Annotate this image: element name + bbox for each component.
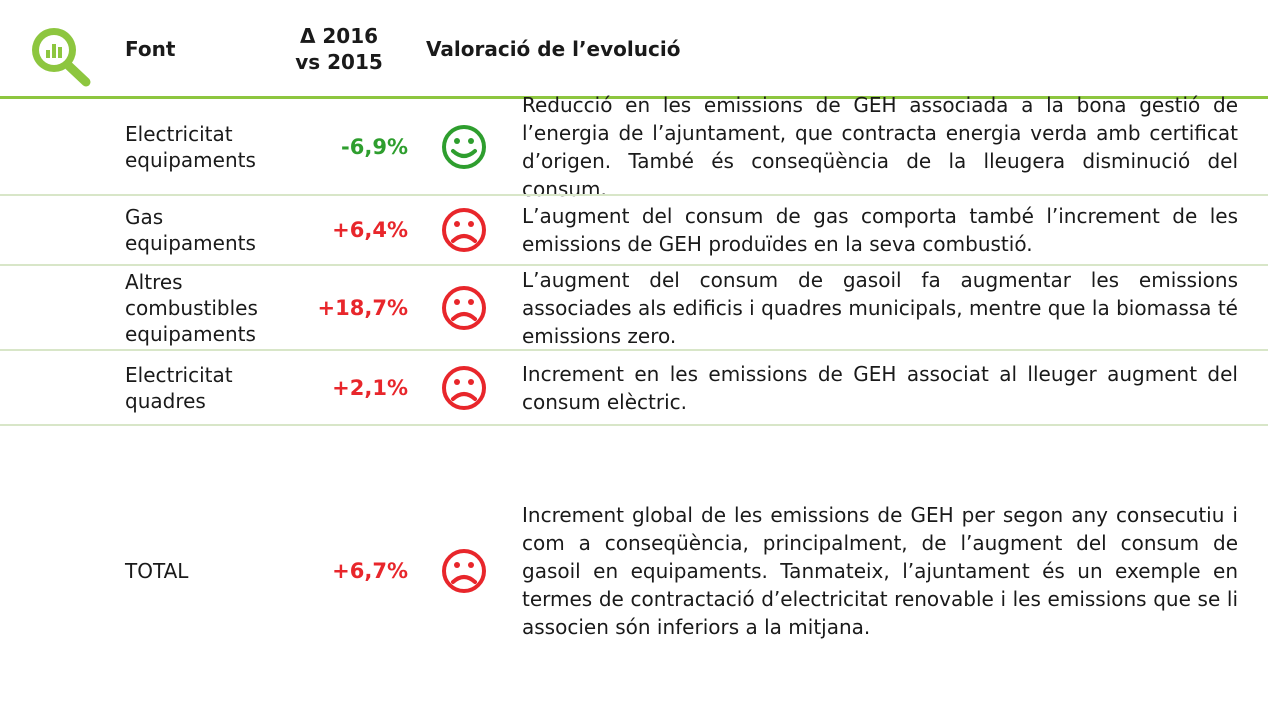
assessment-text: Reducció en les emissions de GEH associa…	[522, 93, 1238, 201]
table-row: Altres combustibles equipaments +18,7% L’…	[0, 265, 1268, 350]
header-font: Font	[125, 36, 176, 61]
frowny-icon	[442, 208, 486, 252]
table-row: TOTAL +6,7% Increment global de les emiss…	[0, 425, 1268, 716]
assessment-icon	[440, 265, 492, 350]
delta-value: +6,4%	[332, 218, 408, 242]
frowny-icon	[442, 365, 486, 410]
frowny-icon	[442, 285, 486, 330]
assessment-cell: Increment en les emissions de GEH associ…	[522, 350, 1238, 425]
assessment-text: L’augment del consum de gas comporta tam…	[522, 204, 1238, 256]
assessment-text: Increment global de les emissions de GEH…	[522, 502, 1238, 639]
source-name: Gas equipaments	[125, 205, 256, 255]
table-row: Electricitat equipaments -6,9% Reducció e…	[0, 93, 1268, 201]
table-row: Gas equipaments +6,4% L’augment del consu…	[0, 195, 1268, 265]
table-row: Electricitat quadres +2,1% Increment en l…	[0, 350, 1268, 425]
header-rule	[0, 96, 1268, 99]
source-name: Electricitat quadres	[125, 362, 233, 413]
delta-value: +6,7%	[332, 558, 408, 583]
header-delta-line: vs 2015	[295, 49, 383, 74]
assessment-icon	[440, 99, 492, 195]
delta-value: +2,1%	[332, 375, 408, 400]
assessment-cell: Reducció en les emissions de GEH associa…	[522, 93, 1238, 201]
assessment-text: Increment en les emissions de GEH associ…	[522, 361, 1238, 414]
assessment-cell: L’augment del consum de gasoil fa augmen…	[522, 265, 1238, 350]
row-rule	[0, 194, 1268, 196]
assessment-icon	[440, 195, 492, 265]
header-row: Font Δ 2016 vs 2015 Valoració de l’evolu…	[0, 0, 1268, 97]
header-delta: Δ 2016 vs 2015	[270, 0, 408, 97]
source-name: Electricitat equipaments	[125, 122, 256, 172]
assessment-cell: L’augment del consum de gas comporta tam…	[522, 195, 1238, 265]
header-assessment: Valoració de l’evolució	[426, 36, 681, 61]
source-name: TOTAL	[125, 558, 189, 583]
delta-value: +18,7%	[317, 295, 408, 320]
row-rule	[0, 424, 1268, 426]
smiley-icon	[442, 125, 486, 169]
assessment-icon	[440, 350, 492, 425]
assessment-cell: Increment global de les emissions de GEH…	[522, 425, 1238, 716]
row-rule	[0, 349, 1268, 351]
header-delta-line: Δ 2016	[299, 23, 379, 48]
assessment-icon	[440, 425, 492, 716]
row-rule	[0, 264, 1268, 266]
delta-value: -6,9%	[341, 135, 408, 159]
assessment-text: L’augment del consum de gasoil fa augmen…	[522, 267, 1238, 348]
source-name: Altres combustibles equipaments	[125, 269, 258, 346]
search-chart-icon	[32, 28, 91, 87]
frowny-icon	[442, 548, 486, 593]
